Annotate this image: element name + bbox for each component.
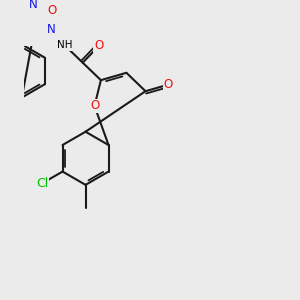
Text: N: N xyxy=(47,23,56,36)
Text: Cl: Cl xyxy=(36,177,48,190)
Text: N: N xyxy=(29,0,38,11)
Text: O: O xyxy=(47,4,56,17)
Text: NH: NH xyxy=(57,40,72,50)
Text: O: O xyxy=(163,78,172,91)
Text: O: O xyxy=(94,39,104,52)
Text: O: O xyxy=(90,99,99,112)
